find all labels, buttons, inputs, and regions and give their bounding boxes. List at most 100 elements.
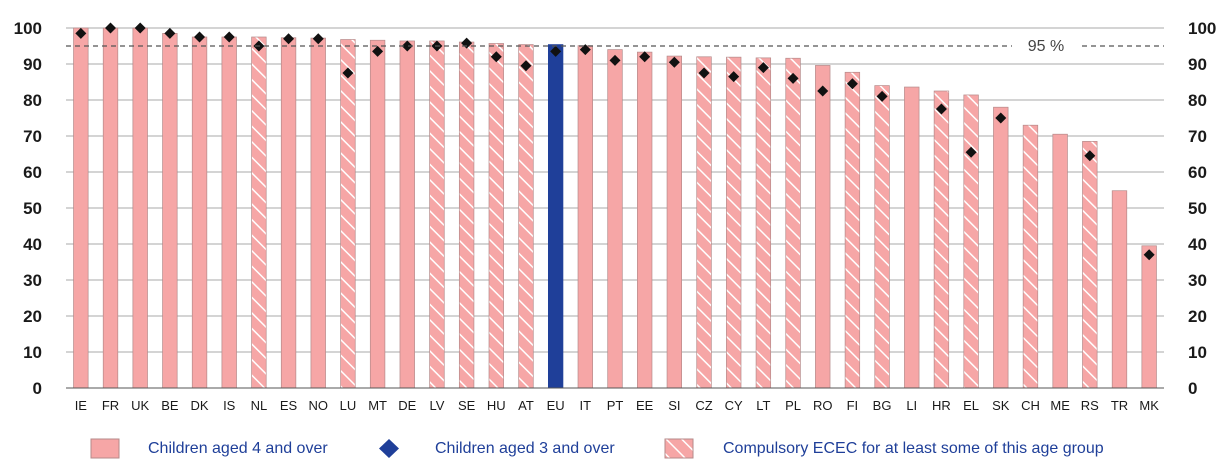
marker-si xyxy=(668,56,680,68)
bar-mk xyxy=(1141,245,1157,389)
marker-ie xyxy=(75,27,87,39)
bar-fr xyxy=(102,27,119,389)
bar-is xyxy=(221,36,237,389)
y-tick-label-left: 70 xyxy=(23,127,42,146)
bar-de xyxy=(399,40,415,389)
x-tick-label: CH xyxy=(1021,398,1040,413)
x-tick-label: LU xyxy=(340,398,357,413)
x-tick-label: CY xyxy=(725,398,743,413)
x-tick-label: PT xyxy=(607,398,624,413)
x-tick-label: MK xyxy=(1139,398,1159,413)
y-tick-label-right: 40 xyxy=(1188,235,1207,254)
x-tick-label: IT xyxy=(580,398,592,413)
bar-be xyxy=(162,33,178,389)
legend-item-compulsory: Compulsory ECEC for at least some of thi… xyxy=(664,438,1104,459)
y-tick-label-right: 70 xyxy=(1188,127,1207,146)
bar-li xyxy=(904,86,920,389)
bar-hr xyxy=(933,90,950,389)
legend-marker-diamond-icon xyxy=(379,439,399,458)
x-tick-label: BG xyxy=(873,398,892,413)
x-tick-label: SE xyxy=(458,398,476,413)
marker-eu xyxy=(550,45,562,57)
x-tick-label: HR xyxy=(932,398,951,413)
bar-eu xyxy=(547,44,564,389)
x-tick-label: UK xyxy=(131,398,149,413)
x-tick-label: AT xyxy=(518,398,534,413)
marker-hr xyxy=(935,103,947,115)
marker-bg xyxy=(876,90,888,102)
marker-be xyxy=(164,27,176,39)
x-tick-label: CZ xyxy=(695,398,712,413)
marker-pl xyxy=(787,72,799,84)
x-tick-label: EE xyxy=(636,398,654,413)
x-tick-label: DE xyxy=(398,398,416,413)
bar-pl xyxy=(785,57,801,389)
x-tick-label: SI xyxy=(668,398,680,413)
bar-rs xyxy=(1082,141,1098,389)
bar-pt xyxy=(607,49,623,389)
y-tick-label-right: 80 xyxy=(1188,91,1207,110)
marker-is xyxy=(223,31,235,43)
x-tick-label: LT xyxy=(756,398,770,413)
legend-swatch-hatched xyxy=(664,438,694,459)
y-tick-label-right: 90 xyxy=(1188,55,1207,74)
x-tick-label: BE xyxy=(161,398,179,413)
bar-me xyxy=(1052,133,1068,389)
y-tick-label-left: 90 xyxy=(23,55,42,74)
marker-uk xyxy=(134,22,146,34)
y-tick-label-right: 20 xyxy=(1188,307,1207,326)
bar-uk xyxy=(132,27,148,389)
bar-at xyxy=(518,44,534,389)
marker-lt xyxy=(757,62,769,74)
bar-sk xyxy=(993,106,1009,389)
marker-de xyxy=(401,40,413,52)
legend: Children aged 4 and over Children aged 3… xyxy=(0,438,1220,459)
x-tick-label: DK xyxy=(191,398,209,413)
bar-hu xyxy=(488,43,504,389)
y-tick-label-right: 60 xyxy=(1188,163,1207,182)
bar-es xyxy=(280,37,297,389)
x-tick-label: LI xyxy=(906,398,917,413)
marker-mt xyxy=(372,45,384,57)
y-tick-label-right: 100 xyxy=(1188,19,1216,38)
bar-cy xyxy=(726,56,742,389)
x-tick-label: NL xyxy=(251,398,268,413)
bar-fi xyxy=(844,71,861,389)
bar-it xyxy=(577,45,593,389)
y-tick-label-left: 80 xyxy=(23,91,42,110)
legend-label: Compulsory ECEC for at least some of thi… xyxy=(723,439,1104,457)
marker-hu xyxy=(490,51,502,63)
bar-nl xyxy=(251,36,267,389)
legend-item-4plus: Children aged 4 and over xyxy=(90,438,328,459)
x-tick-label: TR xyxy=(1111,398,1128,413)
bar-mt xyxy=(369,39,386,389)
marker-mk xyxy=(1143,249,1155,261)
x-tick-label: PL xyxy=(785,398,801,413)
y-tick-label-right: 10 xyxy=(1188,343,1207,362)
bar-ch xyxy=(1022,124,1039,389)
marker-el xyxy=(965,146,977,158)
y-tick-label-left: 0 xyxy=(33,379,42,398)
bar-el xyxy=(963,94,979,389)
legend-label: Children aged 3 and over xyxy=(435,439,615,457)
bar-se xyxy=(458,41,475,389)
bar-no xyxy=(310,37,326,389)
marker-lu xyxy=(342,67,354,79)
marker-pt xyxy=(609,54,621,66)
y-tick-label-left: 50 xyxy=(23,199,42,218)
marker-it xyxy=(579,44,591,56)
x-tick-label: ME xyxy=(1050,398,1070,413)
bar-lt xyxy=(755,57,772,389)
bar-si xyxy=(666,55,683,389)
y-tick-label-left: 30 xyxy=(23,271,42,290)
bar-ro xyxy=(815,65,831,389)
x-tick-label: RS xyxy=(1081,398,1099,413)
x-tick-label: ES xyxy=(280,398,298,413)
x-tick-label: NO xyxy=(308,398,328,413)
y-tick-label-right: 50 xyxy=(1188,199,1207,218)
y-tick-label-right: 30 xyxy=(1188,271,1207,290)
y-tick-label-left: 10 xyxy=(23,343,42,362)
y-tick-label-left: 20 xyxy=(23,307,42,326)
x-tick-label: FI xyxy=(847,398,859,413)
x-tick-label: RO xyxy=(813,398,833,413)
